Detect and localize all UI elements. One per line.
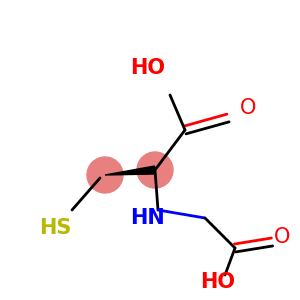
Text: HO: HO [200,272,236,292]
Text: HO: HO [130,58,166,78]
Polygon shape [105,166,155,175]
Text: HN: HN [130,208,165,228]
Circle shape [137,152,173,188]
Text: O: O [240,98,256,118]
Circle shape [87,157,123,193]
Text: HS: HS [39,218,71,238]
Text: O: O [274,227,290,247]
